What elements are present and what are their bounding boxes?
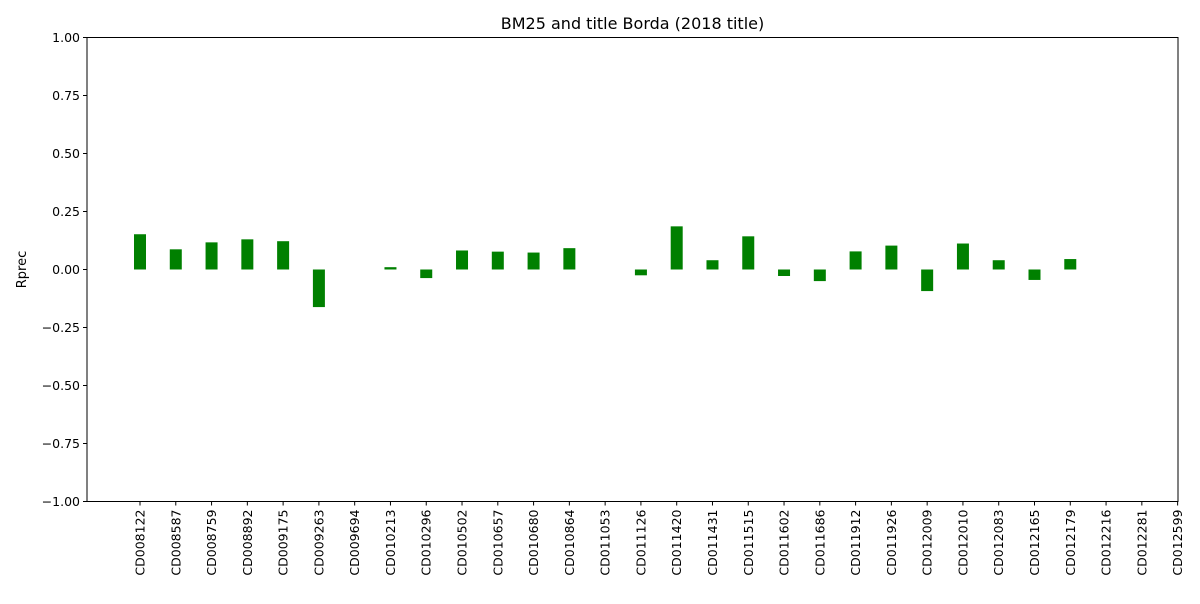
x-tick-label: CD010296 — [419, 509, 434, 575]
x-tick-label: CD011515 — [741, 510, 756, 576]
y-tick-label: 0.00 — [52, 262, 80, 277]
bar-CD012165 — [1028, 269, 1041, 280]
y-tick-label: 0.75 — [52, 88, 80, 103]
bar-CD010502 — [456, 250, 469, 270]
x-tick-label: CD010680 — [526, 509, 541, 575]
x-tick-label: CD012179 — [1063, 509, 1078, 575]
chart-title: BM25 and title Borda (2018 title) — [501, 14, 764, 33]
bar-CD011420 — [670, 226, 683, 270]
x-tick-label: CD012165 — [1027, 510, 1042, 576]
x-tick-label: CD010502 — [455, 510, 470, 576]
bar-CD008587 — [169, 249, 182, 270]
y-tick-label: −1.00 — [42, 494, 80, 509]
x-tick-label: CD009694 — [347, 509, 362, 575]
x-tick-label: CD012083 — [991, 510, 1006, 576]
x-tick-label: CD008759 — [204, 509, 219, 575]
bar-CD008759 — [205, 242, 218, 270]
bar-CD008122 — [134, 234, 146, 270]
x-tick-label: CD010864 — [562, 509, 577, 575]
y-tick-label: −0.75 — [42, 436, 80, 451]
x-tick-label: CD012010 — [955, 509, 970, 575]
bar-CD010864 — [563, 248, 576, 270]
x-tick-label: CD010213 — [383, 510, 398, 576]
bar-CD011912 — [849, 251, 862, 270]
x-tick-label: CD008892 — [240, 510, 255, 576]
x-tick-label: CD011912 — [848, 510, 863, 576]
bar-CD009263 — [312, 269, 325, 308]
y-tick-label: 1.00 — [52, 30, 80, 45]
bar-CD010296 — [420, 269, 433, 279]
x-tick-label: CD011126 — [633, 509, 648, 575]
bar-CD012179 — [1064, 259, 1077, 270]
plot-area-frame — [86, 37, 1179, 502]
bars-layer — [134, 226, 1077, 308]
bar-CD011602 — [778, 269, 791, 276]
y-axis-label: Rprec — [15, 251, 30, 289]
bar-CD012010 — [956, 243, 969, 270]
bar-CD011126 — [634, 269, 647, 276]
bar-CD011431 — [706, 260, 719, 270]
y-tick-label: 0.50 — [52, 146, 80, 161]
bar-CD009175 — [277, 241, 290, 270]
x-tick-label: CD012216 — [1099, 509, 1114, 575]
y-tick-label: 0.25 — [52, 204, 80, 219]
bar-CD012009 — [921, 269, 934, 292]
y-tick-label: −0.50 — [42, 378, 80, 393]
y-axis-ticks: −1.00 −0.75 −0.50 −0.25 0.00 0.25 0.50 0.75 1.00 — [42, 30, 87, 509]
x-tick-label: CD011602 — [777, 510, 792, 576]
x-tick-label: CD011053 — [598, 510, 613, 576]
x-tick-label: CD012281 — [1134, 510, 1149, 576]
x-tick-label: CD011431 — [705, 510, 720, 576]
bar-CD011515 — [742, 236, 755, 270]
x-axis-ticks: CD008122 CD008587 CD008759 CD008892 CD009175… — [133, 501, 1185, 576]
y-tick-label: −0.25 — [42, 320, 80, 335]
x-tick-label: CD012599 — [1170, 509, 1185, 575]
x-tick-label: CD011926 — [884, 509, 899, 575]
x-tick-label: CD011686 — [812, 509, 827, 575]
x-tick-label: CD011420 — [669, 509, 684, 575]
bar-CD010680 — [527, 252, 540, 270]
x-tick-label: CD012009 — [920, 509, 935, 575]
bar-CD012083 — [992, 260, 1005, 270]
x-tick-label: CD008587 — [168, 510, 183, 576]
bar-CD010657 — [491, 251, 504, 270]
bar-CD008892 — [241, 239, 254, 270]
x-tick-label: CD009175 — [276, 510, 291, 576]
x-tick-label: CD008122 — [133, 510, 148, 576]
bar-CD011686 — [813, 269, 826, 282]
x-tick-label: CD010657 — [490, 510, 505, 576]
bar-CD011926 — [885, 245, 898, 270]
bar-CD010213 — [384, 267, 397, 270]
x-tick-label: CD009263 — [311, 510, 326, 576]
